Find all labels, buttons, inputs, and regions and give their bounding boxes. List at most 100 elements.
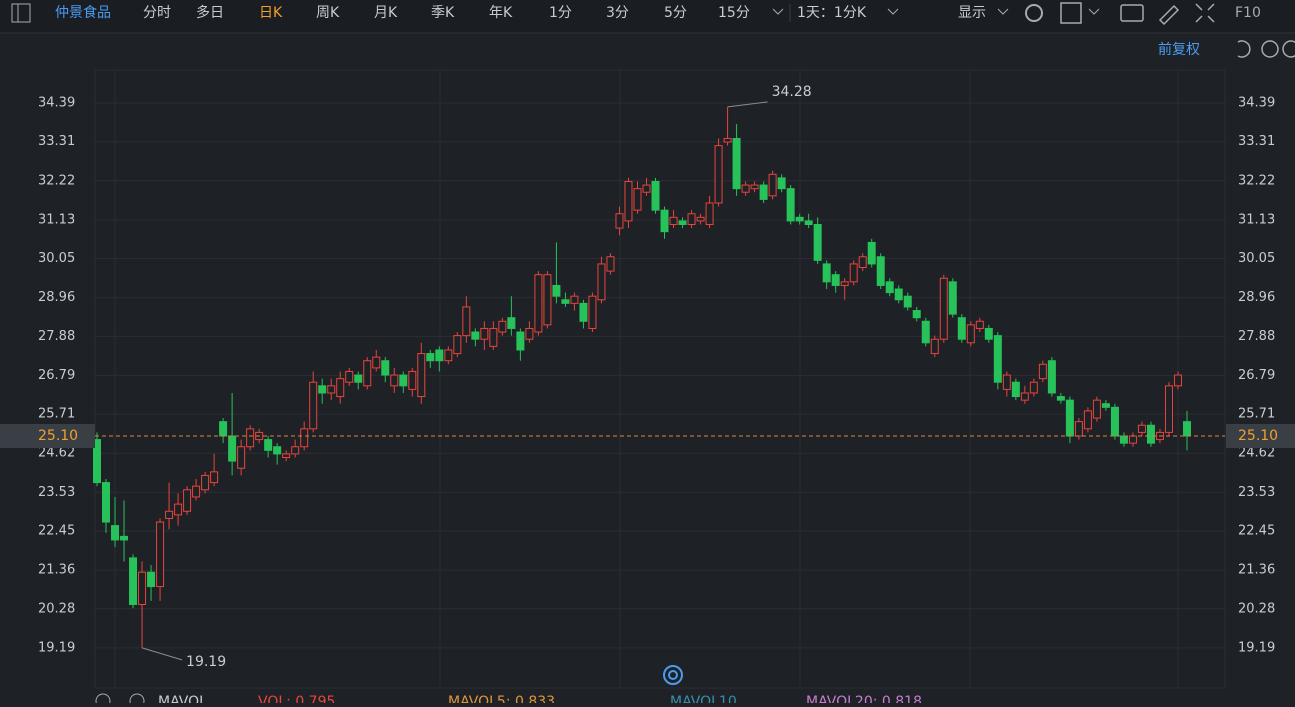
candle-body	[1173, 374, 1182, 387]
candle-body	[1092, 399, 1101, 419]
zoom-out-icon[interactable]	[1261, 40, 1279, 58]
candle-body	[246, 428, 255, 448]
locate-icon[interactable]	[663, 665, 683, 685]
candle-body	[642, 184, 651, 193]
period-tab[interactable]: 周K	[316, 5, 340, 21]
dropdown-arrow[interactable]	[1088, 8, 1100, 15]
period-tab[interactable]: 15分	[718, 5, 750, 21]
candle-body	[183, 489, 192, 512]
candle-body	[1137, 424, 1146, 433]
candle-body	[147, 571, 156, 588]
candle-body	[714, 145, 723, 204]
candle-body	[237, 446, 246, 469]
candle-body	[390, 374, 399, 387]
period-tab[interactable]: 年K	[489, 5, 513, 21]
dropdown-arrow[interactable]	[997, 8, 1009, 15]
period-tab[interactable]: 3分	[606, 5, 629, 21]
candle-body	[480, 327, 489, 340]
candle-body	[426, 353, 435, 362]
min-annotation: 19.19	[186, 654, 226, 670]
candle-body	[723, 137, 732, 143]
interval-select[interactable]: 1天：1分K	[797, 5, 867, 21]
candle-body	[498, 320, 507, 333]
candle-body	[795, 216, 804, 222]
period-tab[interactable]: 季K	[431, 5, 455, 21]
candle-body	[957, 317, 966, 340]
checkbox[interactable]	[1060, 2, 1082, 24]
candle-body	[894, 288, 903, 301]
y-tick-label-right: 27.88	[1238, 329, 1275, 344]
candle-body	[120, 535, 129, 541]
draw-icon[interactable]	[1158, 4, 1180, 26]
candle-body	[687, 213, 696, 226]
candle-body	[1128, 435, 1137, 444]
candle-body	[1038, 363, 1047, 380]
candle-body	[219, 421, 228, 437]
candle-body	[534, 274, 543, 333]
y-tick-label: 24.62	[38, 446, 75, 461]
candle-body	[102, 482, 111, 523]
locate-icon-inner	[668, 670, 678, 680]
stock-name[interactable]: 仲景食品	[55, 4, 111, 21]
candle-body	[759, 184, 768, 200]
candle-body	[525, 327, 534, 340]
candle-body	[345, 370, 354, 383]
toolbar	[0, 0, 1295, 33]
y-tick-label-right: 32.22	[1238, 173, 1275, 188]
candle-body	[300, 428, 309, 448]
candle-body	[903, 295, 912, 308]
candle-body	[1146, 424, 1155, 444]
candle-body	[777, 177, 786, 190]
y-tick-label: 20.28	[38, 601, 75, 616]
sidebar-toggle[interactable]	[11, 3, 31, 23]
candle-body	[867, 241, 876, 265]
candle-body	[840, 281, 849, 286]
candle-body	[363, 360, 372, 387]
camera-icon[interactable]	[1120, 4, 1144, 22]
mavol10-label: MAVOL10	[670, 694, 737, 703]
candle-body	[876, 256, 885, 286]
dropdown-arrow[interactable]	[887, 8, 899, 15]
indicator-close[interactable]	[129, 693, 145, 707]
f10-button[interactable]: F10	[1235, 5, 1261, 21]
candle-body	[489, 327, 498, 347]
y-tick-label: 27.88	[38, 329, 75, 344]
indicator-settings[interactable]	[95, 693, 111, 707]
candle-body	[615, 213, 624, 229]
candle-body	[921, 320, 930, 344]
period-tab[interactable]: 月K	[374, 5, 398, 21]
candle-body	[597, 263, 606, 301]
y-tick-label-right: 23.53	[1238, 485, 1275, 500]
y-tick-label-right: 19.19	[1238, 640, 1275, 655]
settings-icon[interactable]	[1025, 4, 1043, 22]
last-price-box-right	[1226, 423, 1295, 448]
display-menu[interactable]: 显示	[958, 5, 986, 21]
fullscreen-icon[interactable]	[1195, 3, 1215, 23]
y-tick-label-right: 28.96	[1238, 290, 1275, 305]
candle-body	[1119, 435, 1128, 444]
adjust-mode[interactable]: 前复权	[1158, 41, 1200, 58]
period-tab[interactable]: 1分	[549, 5, 572, 21]
candle-body	[678, 220, 687, 226]
y-tick-label: 34.39	[38, 95, 75, 110]
y-tick-label: 31.13	[38, 212, 75, 227]
period-tab[interactable]: 日K	[259, 5, 283, 21]
candle-body	[507, 317, 516, 329]
candle-body	[336, 378, 345, 398]
candle-body	[696, 216, 705, 222]
candle-body	[588, 295, 597, 329]
candle-body	[372, 356, 381, 369]
period-tab[interactable]: 分时	[143, 5, 171, 21]
y-tick-label-right: 20.28	[1238, 601, 1275, 616]
candle-body	[984, 327, 993, 340]
reset-icon[interactable]	[1237, 40, 1251, 58]
dropdown-arrow[interactable]	[772, 8, 784, 15]
period-tab[interactable]: 多日	[196, 4, 224, 21]
period-tab[interactable]: 5分	[664, 5, 687, 21]
candle-body	[111, 525, 120, 541]
candle-body	[192, 485, 201, 498]
zoom-in-icon[interactable]	[1282, 40, 1295, 58]
candle-body	[354, 374, 363, 383]
candle-body	[201, 474, 210, 491]
